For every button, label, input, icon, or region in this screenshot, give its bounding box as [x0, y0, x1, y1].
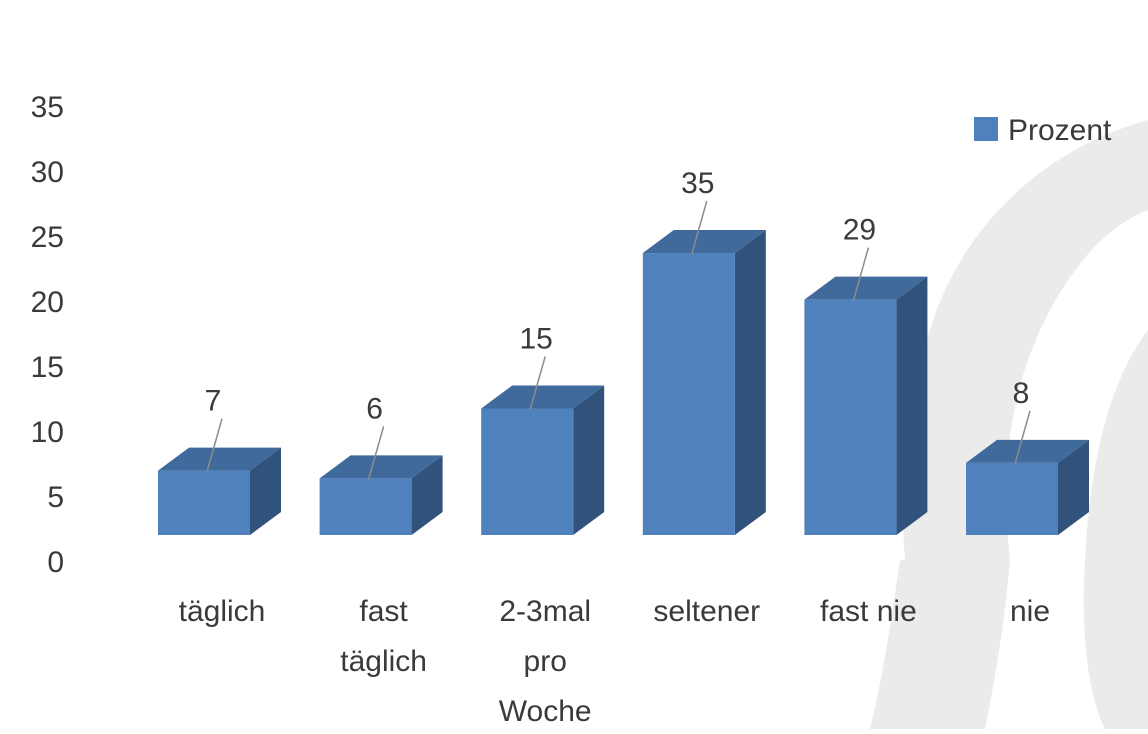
- data-label: 29: [843, 214, 876, 247]
- decor-swirl-bottom: [870, 560, 1010, 729]
- bar-series-prozent: [158, 230, 1089, 536]
- bar-top: [319, 455, 443, 479]
- bar-front: [158, 470, 250, 535]
- data-label: 8: [1013, 377, 1030, 410]
- bar: [642, 230, 766, 536]
- bar-front: [966, 462, 1058, 535]
- bar-front: [319, 478, 412, 535]
- bar: [319, 455, 443, 535]
- background-decoration: [870, 120, 1148, 729]
- data-label-leader: [852, 247, 870, 301]
- bar-side: [250, 447, 281, 535]
- legend-swatch: [974, 117, 998, 141]
- data-label-leader: [691, 200, 708, 255]
- bar-side: [573, 385, 605, 535]
- x-category-label: nie: [1010, 595, 1050, 628]
- x-category-label: täglich: [340, 645, 427, 678]
- bar-top: [158, 447, 281, 471]
- bar-side: [411, 455, 443, 535]
- data-label-leader: [529, 356, 546, 410]
- x-category-label: seltener: [653, 595, 760, 628]
- x-category-label: Woche: [499, 695, 592, 728]
- y-tick-label: 30: [31, 156, 64, 189]
- x-axis: täglich fast täglich 2-3mal pro Woche seltener…: [179, 595, 1050, 728]
- y-tick-label: 10: [31, 416, 64, 449]
- bar-side: [1058, 439, 1089, 535]
- y-axis: 0 5 10 15 20 25 30 35: [31, 91, 64, 579]
- legend: Prozent: [974, 114, 1112, 147]
- bar-side: [734, 230, 766, 536]
- y-tick-label: 15: [31, 351, 64, 384]
- bar-top: [966, 439, 1089, 463]
- y-tick-label: 20: [31, 286, 64, 319]
- y-tick-label: 0: [47, 546, 64, 579]
- bar-top: [481, 385, 605, 409]
- bar-side: [896, 276, 928, 535]
- data-label: 15: [520, 322, 553, 355]
- x-category-label: pro: [524, 645, 567, 678]
- bar: [966, 439, 1089, 535]
- bar-top: [642, 230, 766, 254]
- data-labels: 7 6 15 35 29 8: [205, 167, 1031, 480]
- data-label-leader: [206, 418, 223, 472]
- bar-top: [804, 276, 928, 300]
- y-tick-label: 35: [31, 91, 64, 124]
- data-label-leader: [1014, 410, 1031, 465]
- bar: [481, 385, 605, 535]
- bar-front: [642, 253, 735, 536]
- legend-label: Prozent: [1008, 114, 1112, 147]
- bar-front: [481, 408, 574, 535]
- decor-swirl-lower: [1083, 330, 1148, 729]
- x-category-label: fast: [359, 595, 408, 628]
- bar: [804, 276, 928, 535]
- data-label: 35: [681, 167, 714, 200]
- x-category-label: 2-3mal: [499, 595, 591, 628]
- decor-swirl-upper: [903, 120, 1148, 560]
- bar: [158, 447, 281, 535]
- y-tick-label: 5: [47, 481, 64, 514]
- bar-front: [804, 299, 897, 535]
- x-category-label: täglich: [179, 595, 266, 628]
- data-label: 7: [205, 385, 222, 418]
- data-label: 6: [366, 392, 383, 425]
- data-label-leader: [367, 426, 385, 480]
- y-tick-label: 25: [31, 221, 64, 254]
- x-category-label: fast nie: [820, 595, 917, 628]
